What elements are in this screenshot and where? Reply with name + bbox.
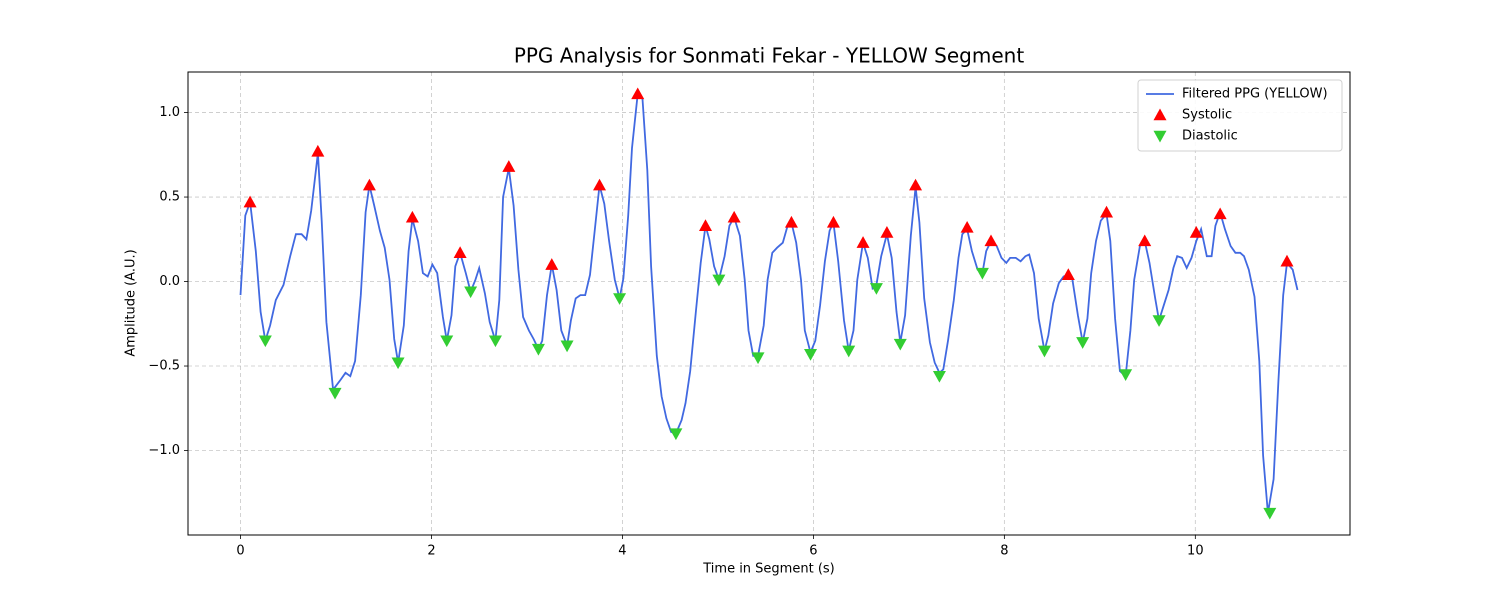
peak-marker — [531, 343, 545, 356]
peak-marker — [631, 87, 645, 100]
peak-marker — [405, 210, 419, 223]
y-axis-label: Amplitude (A.U.) — [124, 249, 139, 356]
peak-marker — [669, 428, 683, 441]
peak-marker — [613, 293, 627, 305]
legend-swatch — [1153, 108, 1167, 121]
legend-label: Diastolic — [1182, 129, 1238, 144]
peak-marker — [1061, 268, 1075, 280]
peak-marker — [893, 338, 907, 351]
peak-marker — [362, 178, 376, 191]
peak-marker — [856, 236, 870, 248]
peak-marker — [502, 160, 516, 172]
legend-label: Filtered PPG (YELLOW) — [1182, 87, 1328, 102]
legend-swatch — [1153, 130, 1167, 143]
peak-marker — [712, 274, 726, 287]
peak-marker — [453, 246, 467, 259]
peak-marker — [328, 387, 342, 400]
peak-marker — [1152, 315, 1166, 327]
peak-marker — [869, 283, 883, 295]
peak-marker — [784, 215, 798, 228]
peak-marker — [826, 215, 840, 228]
peak-marker — [880, 226, 894, 238]
peak-marker — [842, 345, 856, 358]
y-tick-label: 0.5 — [159, 190, 180, 205]
peak-marker — [1138, 234, 1152, 247]
y-tick-label: 1.0 — [159, 105, 180, 120]
peak-marker — [1100, 205, 1114, 218]
x-tick-label: 10 — [1187, 544, 1204, 559]
y-tick-label: −0.5 — [148, 359, 180, 374]
x-axis-label: Time in Segment (s) — [702, 562, 834, 577]
peak-marker — [804, 348, 818, 361]
peak-marker — [727, 210, 741, 223]
chart-title: PPG Analysis for Sonmati Fekar - YELLOW … — [514, 44, 1025, 68]
x-tick-label: 4 — [618, 544, 626, 559]
peak-marker — [593, 178, 607, 191]
peak-marker — [984, 234, 998, 247]
peak-marker — [243, 195, 257, 208]
peak-marker — [545, 258, 559, 270]
peak-marker — [932, 370, 946, 383]
peak-marker — [560, 340, 574, 353]
x-tick-label: 8 — [1000, 544, 1008, 559]
peak-marker — [1076, 337, 1090, 349]
peak-marker — [1213, 207, 1227, 220]
legend-label: Systolic — [1182, 108, 1232, 123]
peak-marker — [488, 335, 502, 348]
peak-marker — [1189, 226, 1203, 238]
x-tick-label: 6 — [809, 544, 817, 559]
peak-marker — [391, 357, 405, 370]
x-tick-label: 2 — [427, 544, 435, 559]
peak-marker — [464, 286, 478, 299]
peak-marker — [311, 144, 325, 157]
plot-frame — [187, 71, 1351, 536]
peak-marker — [258, 335, 272, 348]
y-tick-label: 0.0 — [159, 274, 180, 289]
x-tick-label: 0 — [236, 544, 244, 559]
peak-marker — [440, 335, 454, 348]
peak-marker — [960, 220, 974, 233]
peak-marker — [699, 219, 713, 231]
peak-marker — [1280, 254, 1294, 267]
peak-marker — [1263, 507, 1277, 520]
legend-box — [1137, 79, 1343, 152]
peak-marker — [975, 267, 989, 280]
y-tick-label: −1.0 — [148, 443, 180, 458]
peak-marker — [751, 352, 765, 365]
peak-marker — [1037, 345, 1051, 358]
peak-marker — [1119, 369, 1133, 381]
peak-marker — [909, 178, 923, 191]
